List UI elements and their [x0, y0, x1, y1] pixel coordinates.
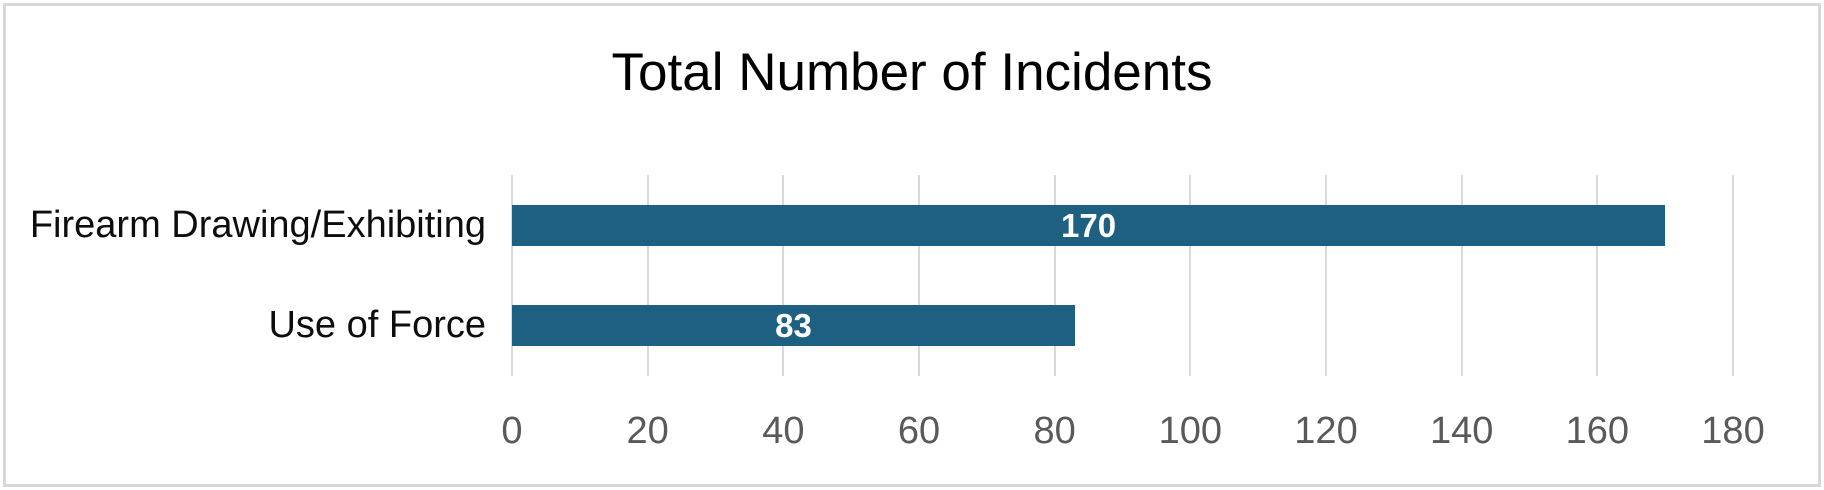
gridline	[918, 175, 920, 376]
gridline	[1325, 175, 1327, 376]
bar-value-label: 170	[1061, 206, 1117, 244]
x-tick-label: 100	[1158, 410, 1223, 452]
category-label: Use of Force	[268, 304, 486, 347]
x-tick-label: 140	[1429, 410, 1494, 452]
gridline	[511, 175, 513, 376]
gridline	[782, 175, 785, 376]
gridline	[1596, 175, 1599, 376]
plot-area: 170 83	[511, 175, 1734, 376]
x-tick-label: 0	[501, 410, 523, 452]
gridline	[1053, 175, 1056, 376]
x-tick-label: 80	[1033, 410, 1076, 452]
x-tick-label: 180	[1701, 410, 1765, 452]
gridline	[646, 175, 649, 376]
x-tick-label: 60	[897, 410, 941, 452]
category-label: Firearm Drawing/Exhibiting	[29, 203, 486, 246]
x-tick-label: 20	[626, 410, 669, 452]
bar: 170	[512, 204, 1666, 246]
x-tick-label: 120	[1294, 410, 1358, 452]
chart-title: Total Number of Incidents	[611, 43, 1213, 102]
x-tick-label: 40	[762, 410, 805, 452]
bar-value-label: 83	[775, 307, 812, 345]
gridline	[1460, 175, 1463, 376]
gridline	[1732, 175, 1734, 376]
bar: 83	[512, 305, 1076, 347]
gridline	[1189, 175, 1192, 376]
x-tick-label: 160	[1565, 410, 1630, 452]
